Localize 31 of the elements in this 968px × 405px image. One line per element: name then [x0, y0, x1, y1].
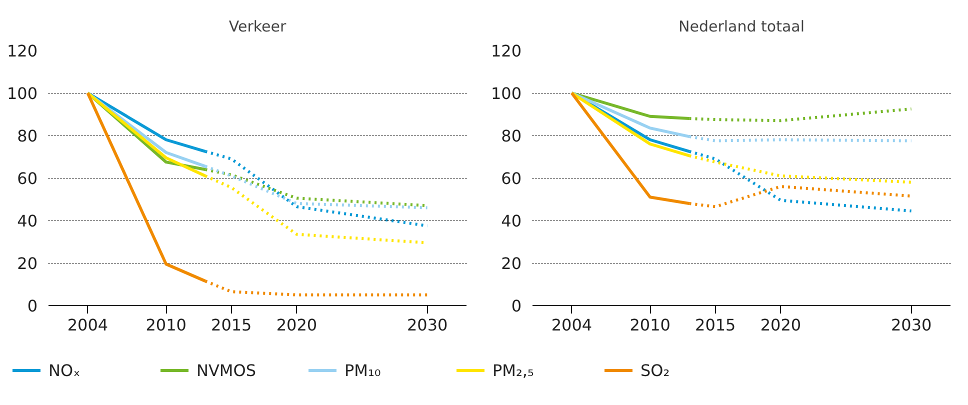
x-tick-label: 2020	[760, 316, 802, 334]
y-tick-label: 80	[17, 126, 38, 146]
y-tick-label: 20	[501, 254, 522, 273]
legend-label: NVMOS	[196, 361, 256, 380]
legend-label: PM₂,₅	[492, 361, 534, 380]
y-tick-label: 0	[511, 296, 522, 316]
y-tick-label: 80	[501, 126, 522, 146]
y-tick-label: 40	[17, 212, 38, 230]
x-tick-label: 2004	[551, 316, 592, 334]
y-tick-label: 120	[490, 42, 522, 60]
y-tick-label: 100	[490, 84, 522, 103]
legend-label: SO₂	[640, 361, 670, 380]
x-tick-label: 2015	[695, 316, 736, 334]
y-tick-label: 0	[27, 296, 38, 316]
chart-title: Nederland totaal	[678, 18, 805, 36]
y-tick-label: 100	[6, 84, 38, 103]
y-tick-label: 60	[501, 169, 522, 188]
x-tick-label: 2004	[67, 316, 108, 334]
y-tick-label: 20	[17, 254, 38, 273]
y-tick-label: 120	[6, 42, 38, 60]
x-tick-label: 2030	[406, 316, 448, 334]
chart-title: Verkeer	[228, 18, 287, 36]
legend-label: NOₓ	[48, 361, 80, 380]
y-tick-label: 60	[17, 169, 38, 188]
legend-label: PM₁₀	[344, 361, 381, 380]
x-tick-label: 2015	[211, 316, 252, 334]
x-tick-label: 2010	[146, 316, 186, 334]
x-tick-label: 2020	[276, 316, 318, 334]
x-tick-label: 2010	[630, 316, 670, 334]
x-tick-label: 2030	[890, 316, 932, 334]
y-tick-label: 40	[501, 212, 522, 230]
